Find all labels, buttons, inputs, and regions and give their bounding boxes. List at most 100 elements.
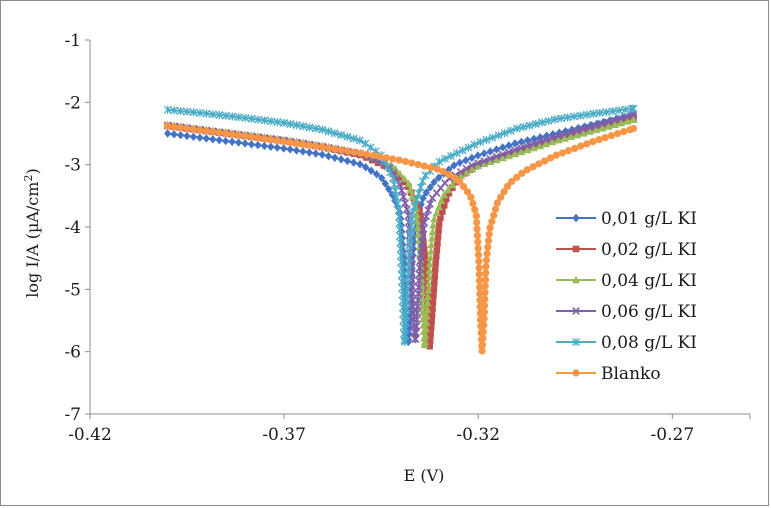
data-point (504, 148, 513, 156)
y-axis-label: log I/A (µA/cm2) (22, 168, 42, 297)
data-point (511, 139, 519, 148)
legend-marker (572, 213, 580, 223)
data-point (385, 184, 393, 194)
data-point (434, 233, 442, 241)
data-point (560, 134, 569, 142)
data-point (189, 132, 198, 142)
data-point (415, 270, 424, 279)
data-point (548, 137, 557, 146)
data-point (400, 174, 409, 182)
data-point (202, 127, 210, 135)
data-point (273, 143, 281, 152)
data-point (573, 127, 581, 135)
data-point (378, 173, 386, 183)
data-point (482, 135, 491, 144)
data-point (421, 331, 430, 339)
data-point (598, 120, 606, 128)
data-point (620, 128, 628, 136)
data-point (508, 177, 516, 186)
data-point (318, 143, 326, 151)
data-point (414, 296, 422, 305)
data-point (629, 110, 638, 119)
data-point (312, 149, 320, 158)
data-point (488, 217, 496, 226)
data-point (445, 171, 453, 179)
data-point (423, 305, 432, 313)
data-point (475, 270, 483, 278)
data-point (511, 149, 520, 158)
data-point (595, 135, 603, 144)
data-point (542, 139, 551, 148)
data-point (305, 141, 313, 149)
data-point (170, 106, 179, 115)
data-point (570, 144, 579, 153)
data-point (412, 328, 420, 337)
data-point (430, 279, 438, 286)
data-point (428, 234, 437, 242)
data-point (457, 171, 466, 179)
data-point (299, 140, 307, 148)
data-point (418, 301, 427, 310)
data-point (498, 150, 507, 159)
data-point (475, 257, 483, 265)
data-point (196, 126, 204, 134)
data-point (444, 185, 453, 194)
data-point (554, 132, 562, 140)
data-point (473, 231, 482, 240)
y-tick-label: -1 (64, 31, 81, 51)
data-point (280, 144, 288, 153)
data-point (462, 156, 470, 165)
data-point (474, 159, 482, 168)
data-point (425, 260, 434, 268)
data-point (480, 159, 489, 168)
data-point (492, 155, 501, 164)
data-point (492, 152, 501, 161)
data-point (330, 129, 339, 138)
data-point (481, 295, 489, 303)
data-point (529, 140, 538, 148)
data-point (523, 141, 531, 150)
data-point (202, 109, 211, 118)
data-point (430, 291, 437, 299)
data-point (426, 183, 434, 192)
data-point (401, 272, 409, 282)
data-point (492, 145, 501, 154)
data-point (550, 115, 559, 124)
data-point (628, 104, 637, 113)
data-point (267, 142, 275, 151)
data-point (521, 146, 529, 153)
data-point (503, 182, 512, 190)
data-point (222, 129, 230, 138)
data-point (429, 304, 436, 312)
data-point (499, 143, 507, 152)
data-point (579, 129, 588, 137)
data-point (418, 295, 427, 303)
data-point (529, 163, 537, 171)
data-point (505, 151, 514, 160)
data-point (416, 257, 425, 266)
x-tick-label: -0.37 (262, 425, 306, 445)
x-tick-label: -0.32 (456, 425, 500, 445)
data-point (411, 335, 420, 344)
data-point (509, 150, 516, 157)
data-point (601, 134, 609, 142)
data-point (241, 139, 249, 148)
x-axis-label: E (V) (404, 466, 445, 485)
data-point (552, 151, 560, 159)
data-point (533, 142, 541, 150)
data-point (373, 170, 381, 179)
data-point (422, 188, 430, 197)
data-point (517, 137, 525, 147)
data-point (481, 282, 489, 290)
data-point (215, 129, 223, 137)
data-point (435, 227, 442, 234)
data-point (355, 136, 364, 145)
data-point (439, 168, 447, 176)
data-point (474, 238, 482, 246)
data-point (428, 227, 437, 236)
data-point (400, 178, 408, 186)
data-point (389, 155, 397, 163)
data-point (452, 149, 461, 158)
data-point (234, 113, 243, 122)
data-point (299, 122, 308, 131)
